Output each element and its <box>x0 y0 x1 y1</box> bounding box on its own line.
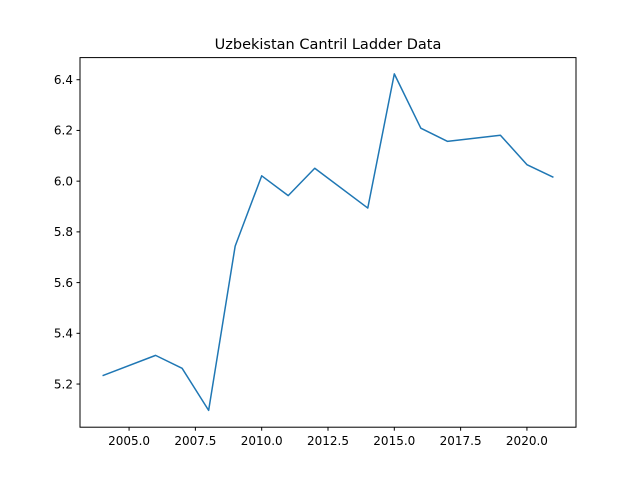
x-tick-label: 2010.0 <box>241 434 283 448</box>
y-tick-label: 6.2 <box>54 124 73 138</box>
y-tick-label: 5.4 <box>54 327 73 341</box>
y-tick-label: 5.2 <box>54 377 73 391</box>
x-tick-label: 2020.0 <box>506 434 548 448</box>
series-line <box>102 73 554 412</box>
x-tick-label: 2017.5 <box>440 434 482 448</box>
y-tick-label: 5.8 <box>54 225 73 239</box>
y-tick-label: 6.4 <box>54 73 73 87</box>
x-axis: 2005.0 2007.5 2010.0 2012.5 2015.0 2017.5 2020… <box>108 427 548 448</box>
y-tick-label: 6.0 <box>54 174 73 188</box>
x-tick-label: 2012.5 <box>307 434 349 448</box>
x-tick-label: 2015.0 <box>373 434 415 448</box>
y-tick-label: 5.6 <box>54 276 73 290</box>
x-tick-label: 2005.0 <box>108 434 150 448</box>
plot-area <box>102 73 554 412</box>
chart-title: Uzbekistan Cantril Ladder Data <box>215 37 442 53</box>
x-tick-label: 2007.5 <box>174 434 216 448</box>
y-axis: 5.2 5.4 5.6 5.8 6.0 6.2 6.4 <box>54 73 80 391</box>
axes-frame <box>79 57 577 428</box>
